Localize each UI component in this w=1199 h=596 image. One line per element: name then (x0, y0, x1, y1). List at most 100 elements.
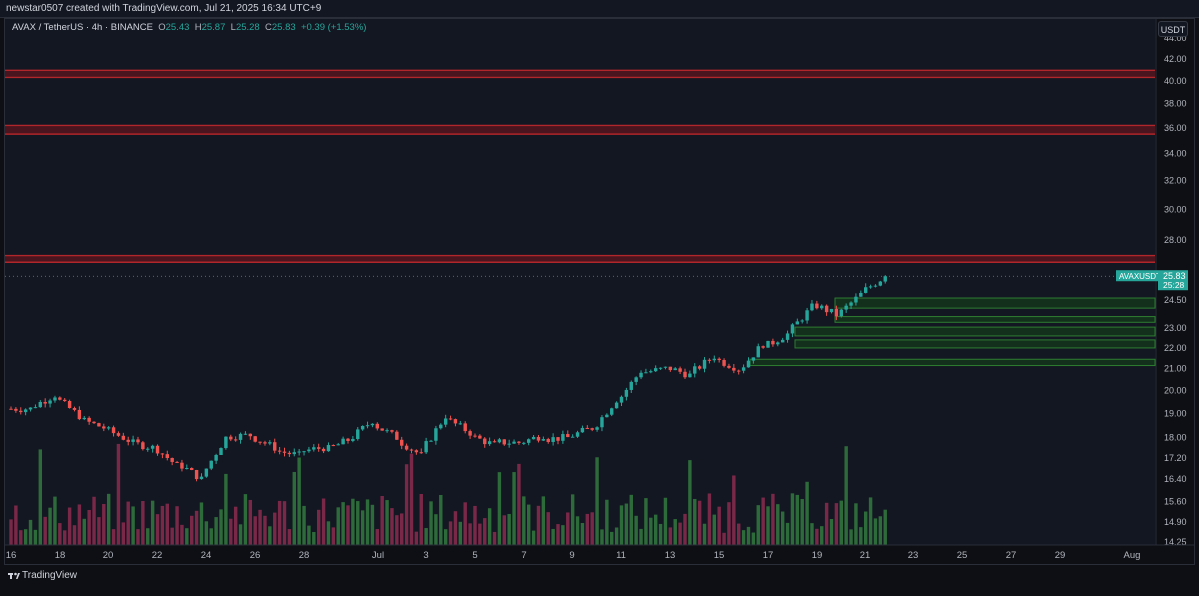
symbol-price-tag-label: AVAXUSDT (1119, 272, 1161, 281)
candle-body (9, 408, 13, 410)
candle-body (600, 417, 604, 428)
candle-body (727, 365, 731, 368)
candle-body (233, 439, 238, 441)
candle-body (522, 442, 526, 444)
candle-body (400, 439, 404, 446)
candle-body (136, 439, 140, 443)
last-price-badge (1158, 270, 1188, 291)
candle-body (854, 296, 858, 303)
time-tick-label: 7 (521, 550, 526, 561)
volume-bar (595, 457, 599, 545)
tradingview-brand[interactable]: TradingView (22, 570, 78, 581)
volume-bar (448, 521, 453, 545)
candle-body (844, 305, 848, 310)
price-tick-label: 30.00 (1164, 204, 1187, 214)
volume-bar (820, 526, 824, 545)
volume-bar (180, 524, 184, 545)
demand-zone (834, 297, 1156, 309)
currency-button[interactable]: USDT (1158, 21, 1188, 37)
volume-bar (92, 496, 96, 545)
volume-bar (478, 523, 482, 545)
volume-bar (458, 521, 463, 545)
volume-bar (663, 497, 668, 545)
candle-body (297, 451, 301, 453)
candle-body (468, 431, 472, 436)
candle-body (258, 441, 262, 443)
candle-body (48, 400, 52, 404)
volume-bar (497, 472, 502, 545)
volume-bar (531, 530, 536, 545)
candle-body (248, 433, 253, 437)
volume-bar (229, 518, 233, 545)
volume-bar (517, 463, 521, 545)
candle-body (629, 381, 633, 390)
volume-bar (28, 519, 33, 545)
candle-body (126, 439, 130, 442)
candle-body (439, 424, 443, 429)
candle-body (649, 371, 653, 373)
candle-body (199, 476, 204, 480)
volume-bar (434, 514, 438, 545)
price-tick-label: 21.00 (1164, 364, 1187, 374)
chart-frame[interactable] (4, 18, 1195, 565)
candle-body (243, 433, 248, 435)
volume-bar (390, 508, 394, 545)
candle-body (429, 440, 433, 442)
volume-bar (258, 509, 262, 545)
volume-bar (678, 522, 682, 545)
candle-body (302, 451, 306, 453)
volume-bar (150, 500, 155, 545)
candle-body (883, 276, 887, 282)
volume-bar (170, 527, 174, 545)
candle-body (556, 437, 560, 441)
price-tick-label: 28.00 (1164, 235, 1187, 245)
candle-body (585, 427, 590, 429)
volume-bar (746, 526, 751, 545)
volume-bar (238, 524, 243, 545)
symbol-line[interactable]: AVAX / TetherUS · 4h · BINANCE (12, 22, 153, 33)
candle-body (180, 462, 184, 469)
candle-body (165, 454, 169, 459)
volume-bar (624, 503, 629, 545)
volume-bar (326, 521, 331, 545)
candle-body (575, 432, 580, 437)
high-value: 25.87 (201, 22, 226, 33)
volume-bar (839, 500, 843, 545)
attribution-text: newstar0507 created with TradingView.com… (6, 3, 322, 14)
candle-body (517, 441, 521, 443)
volume-bar (566, 512, 570, 545)
time-tick-label: 29 (1055, 550, 1066, 561)
time-tick-label: 17 (763, 550, 774, 561)
volume-bar (766, 506, 770, 545)
candle-body (175, 461, 179, 463)
last-price-value: 25.83 (1163, 271, 1186, 281)
candle-body (478, 435, 482, 439)
volume-bar (424, 528, 428, 545)
candle-body (434, 428, 438, 441)
volume-bar (727, 502, 731, 545)
tradingview-logo-icon[interactable] (7, 565, 20, 596)
candle-body (321, 448, 326, 452)
volume-bar (522, 496, 526, 545)
volume-bar (248, 499, 253, 545)
candle-body (849, 302, 853, 306)
candle-body (610, 408, 614, 415)
time-tick-label: 19 (812, 550, 823, 561)
volume-bar (849, 529, 853, 545)
candle-body (67, 401, 72, 409)
change-value: +0.39 (+1.53%) (300, 22, 367, 33)
volume-bar (282, 501, 287, 545)
volume-bar (160, 505, 165, 545)
candle-body (419, 452, 423, 454)
volume-bar (155, 514, 160, 545)
candle-body (639, 372, 643, 378)
candle-body (409, 449, 414, 451)
candle-body (356, 429, 360, 439)
candle-body (351, 438, 355, 441)
volume-bar (619, 505, 624, 545)
candle-body (360, 425, 365, 430)
price-tick-label: 18.00 (1164, 433, 1187, 443)
time-tick-label: 24 (201, 550, 212, 561)
volume-bar (507, 513, 511, 545)
